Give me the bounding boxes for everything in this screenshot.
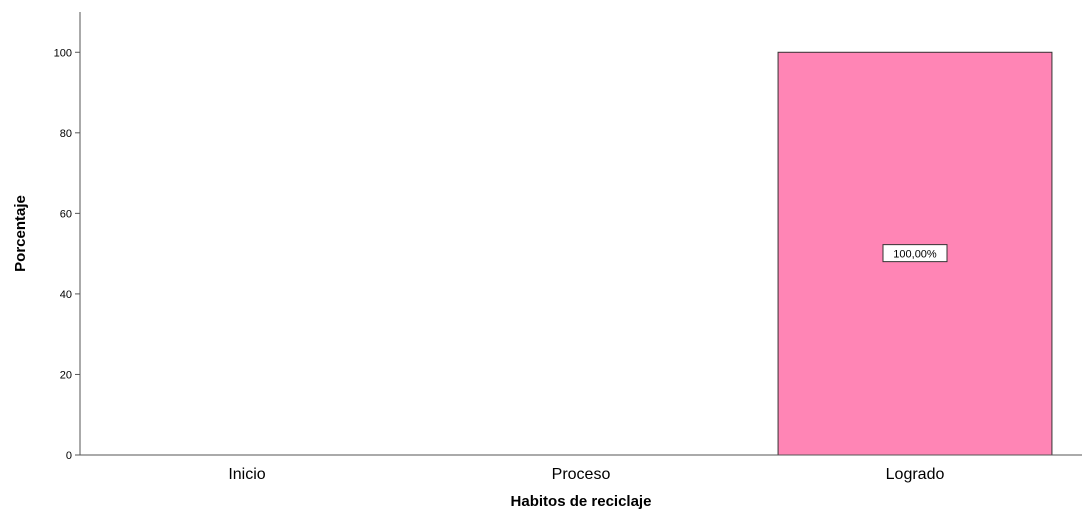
x-tick-label-proceso: Proceso bbox=[552, 466, 611, 483]
x-tick-label-logrado: Logrado bbox=[886, 466, 945, 483]
data-label-logrado: 100,00% bbox=[893, 249, 937, 261]
y-tick-label: 100 bbox=[54, 47, 72, 59]
y-axis-title: Porcentaje bbox=[12, 195, 29, 272]
y-tick-label: 80 bbox=[60, 128, 72, 140]
y-axis-ticks: 0 20 40 60 80 100 bbox=[54, 47, 80, 462]
y-tick-label: 0 bbox=[66, 450, 72, 462]
y-tick-label: 60 bbox=[60, 208, 72, 220]
y-tick-label: 40 bbox=[60, 289, 72, 301]
y-tick-label: 20 bbox=[60, 369, 72, 381]
data-label-box bbox=[882, 244, 948, 263]
x-axis-title: Habitos de reciclaje bbox=[511, 493, 652, 510]
x-axis-ticks: Inicio Proceso Logrado bbox=[228, 466, 944, 483]
x-tick-label-inicio: Inicio bbox=[228, 466, 265, 483]
data-labels: 100,00% bbox=[882, 244, 948, 263]
